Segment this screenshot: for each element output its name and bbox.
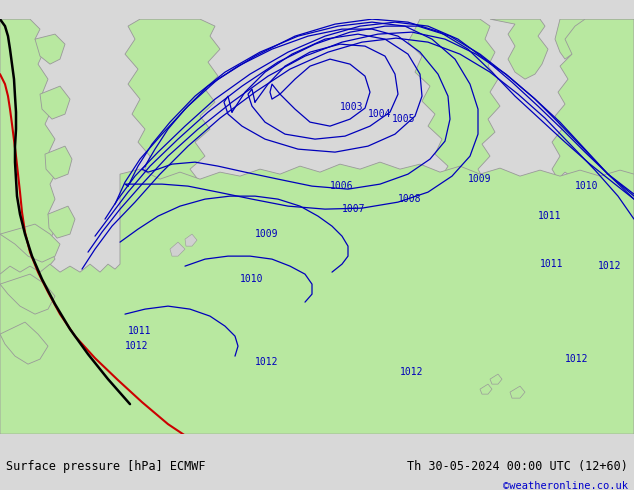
Polygon shape — [40, 86, 70, 119]
Polygon shape — [125, 19, 220, 196]
Text: 1009: 1009 — [255, 229, 278, 239]
Text: 1012: 1012 — [400, 367, 424, 377]
Polygon shape — [0, 224, 60, 262]
Text: 1009: 1009 — [468, 174, 491, 184]
Text: 1012: 1012 — [565, 354, 588, 364]
Text: 1011: 1011 — [128, 326, 152, 336]
Polygon shape — [0, 19, 58, 434]
Polygon shape — [35, 34, 65, 64]
Text: 1011: 1011 — [538, 211, 562, 221]
Text: 1005: 1005 — [392, 114, 415, 124]
Text: 1003: 1003 — [340, 102, 363, 112]
Polygon shape — [0, 274, 55, 314]
Text: Surface pressure [hPa] ECMWF: Surface pressure [hPa] ECMWF — [6, 460, 206, 473]
Text: 1007: 1007 — [342, 204, 365, 214]
Text: 1006: 1006 — [330, 181, 354, 191]
Polygon shape — [0, 162, 634, 434]
Text: 1004: 1004 — [368, 109, 392, 119]
Polygon shape — [480, 384, 492, 394]
Text: 1008: 1008 — [398, 194, 422, 204]
Polygon shape — [555, 19, 634, 59]
Polygon shape — [0, 322, 48, 364]
Text: 1012: 1012 — [125, 341, 148, 351]
Polygon shape — [552, 19, 634, 184]
Polygon shape — [510, 386, 525, 398]
Polygon shape — [490, 374, 502, 384]
Text: 1011: 1011 — [540, 259, 564, 269]
Polygon shape — [408, 19, 500, 199]
Polygon shape — [45, 146, 72, 179]
Text: 1012: 1012 — [598, 261, 621, 271]
Text: ©weatheronline.co.uk: ©weatheronline.co.uk — [503, 481, 628, 490]
Text: 1010: 1010 — [575, 181, 598, 191]
Polygon shape — [170, 242, 185, 256]
Text: 1010: 1010 — [240, 274, 264, 284]
Polygon shape — [48, 206, 75, 238]
Polygon shape — [490, 19, 548, 79]
Text: Th 30-05-2024 00:00 UTC (12+60): Th 30-05-2024 00:00 UTC (12+60) — [407, 460, 628, 473]
Polygon shape — [185, 234, 197, 246]
Text: 1012: 1012 — [255, 357, 278, 367]
